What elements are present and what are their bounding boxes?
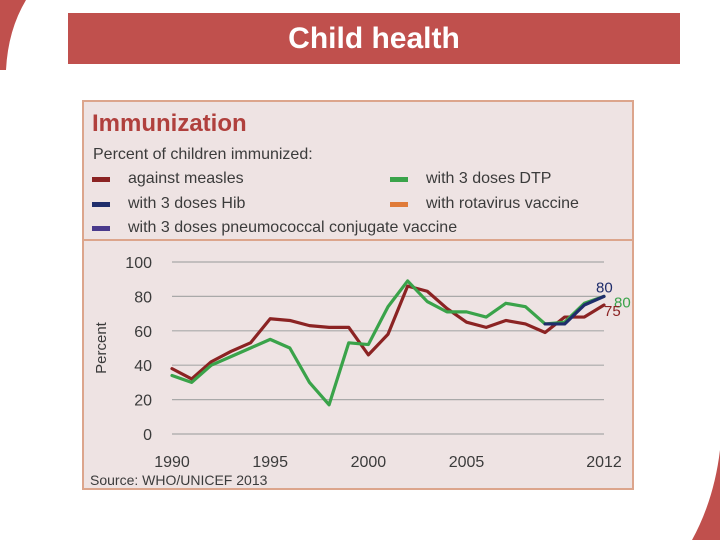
legend-item-pneumococcal: with 3 doses pneumococcal conjugate vacc… (92, 219, 457, 237)
data-label: 75 (604, 303, 621, 320)
legend-swatch (92, 176, 110, 182)
y-tick-label: 40 (134, 358, 152, 375)
plot-area: 0 20 40 60 80 100 1990 1995 2000 2005 2012 Percent 8… (93, 255, 631, 471)
legend-divider (84, 239, 632, 241)
x-tick-label: 2000 (351, 454, 387, 471)
x-tick-label: 2005 (449, 454, 485, 471)
chart-title: Immunization (92, 110, 247, 137)
y-tick-label: 60 (134, 324, 152, 341)
corner-decoration-top-left (0, 0, 26, 70)
y-tick-label: 80 (134, 289, 152, 306)
data-label: 80 (596, 279, 613, 296)
series-line (170, 284, 606, 381)
legend-label: with rotavirus vaccine (426, 195, 579, 212)
corner-decoration-bottom-right (692, 450, 720, 540)
legend-item-measles: against measles (92, 170, 244, 188)
y-tick-label: 0 (143, 427, 152, 444)
chart-subtitle: Percent of children immunized: (93, 146, 313, 163)
slide-title: Child health (68, 13, 680, 64)
x-tick-label: 1995 (252, 454, 288, 471)
series-line (543, 294, 606, 326)
legend-label: with 3 doses Hib (128, 195, 246, 212)
x-tick-label: 2012 (586, 454, 622, 471)
legend-swatch (92, 201, 110, 207)
y-tick-label: 100 (125, 255, 152, 272)
legend-item-hib: with 3 doses Hib (92, 195, 245, 213)
legend-swatch (390, 176, 408, 182)
legend-label: with 3 doses pneumococcal conjugate vacc… (128, 219, 458, 236)
chart-figure: Immunization Percent of children immuniz… (82, 100, 634, 490)
x-tick-label: 1990 (154, 454, 190, 471)
legend-label: with 3 doses DTP (426, 170, 552, 187)
legend-item-rotavirus: with rotavirus vaccine (390, 195, 579, 213)
source-note: Source: WHO/UNICEF 2013 (90, 472, 268, 488)
data-label: 80 (614, 294, 631, 311)
legend-label: against measles (128, 170, 244, 187)
legend-swatch (390, 201, 408, 207)
y-axis-label: Percent (93, 321, 110, 374)
legend-swatch (92, 225, 110, 231)
series-line (170, 279, 606, 407)
legend-item-dtp: with 3 doses DTP (390, 170, 551, 188)
y-tick-label: 20 (134, 393, 152, 410)
